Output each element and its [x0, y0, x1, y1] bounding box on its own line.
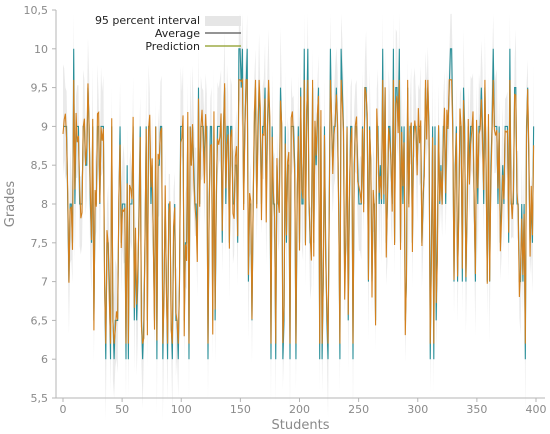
legend-label-interval: 95 percent interval	[95, 14, 200, 27]
x-tick-label: 50	[115, 403, 129, 416]
x-tick-label: 400	[526, 403, 547, 416]
x-tick-label: 100	[171, 403, 192, 416]
y-tick-label: 10	[34, 43, 48, 56]
y-tick-label: 9,5	[31, 82, 49, 95]
y-tick-label: 8,5	[31, 159, 49, 172]
legend-swatch-interval	[205, 16, 241, 26]
interval-band-area	[63, 13, 534, 422]
x-tick-label: 200	[289, 403, 310, 416]
x-tick-label: 300	[407, 403, 428, 416]
legend-label-average: Average	[155, 27, 200, 40]
y-tick-label: 10,5	[24, 4, 49, 17]
y-tick-label: 7	[41, 276, 48, 289]
prediction-line	[62, 78, 535, 344]
y-tick-label: 9	[41, 120, 48, 133]
y-tick-label: 5,5	[31, 392, 49, 405]
y-tick-label: 6,5	[31, 314, 49, 327]
y-tick-label: 7,5	[31, 237, 49, 250]
y-tick-label: 8	[41, 198, 48, 211]
legend-label-prediction: Prediction	[145, 40, 200, 53]
interval-band	[63, 13, 534, 422]
y-axis-ticks: 5,5 6 6,5 7 7,5 8 8,5 9 9,5 10 10,5	[24, 4, 56, 405]
legend: 95 percent interval Average Prediction	[95, 14, 241, 53]
prediction-series	[62, 78, 535, 344]
y-tick-label: 6	[41, 353, 48, 366]
x-tick-label: 350	[466, 403, 487, 416]
x-axis-label: Students	[272, 418, 330, 433]
x-tick-label: 250	[348, 403, 369, 416]
plot-area	[62, 13, 535, 422]
x-tick-label: 0	[60, 403, 67, 416]
y-axis-label: Grades	[3, 181, 18, 228]
x-axis-ticks: 0 50 100 150 200 250 300 350 400	[60, 398, 547, 416]
x-tick-label: 150	[230, 403, 251, 416]
